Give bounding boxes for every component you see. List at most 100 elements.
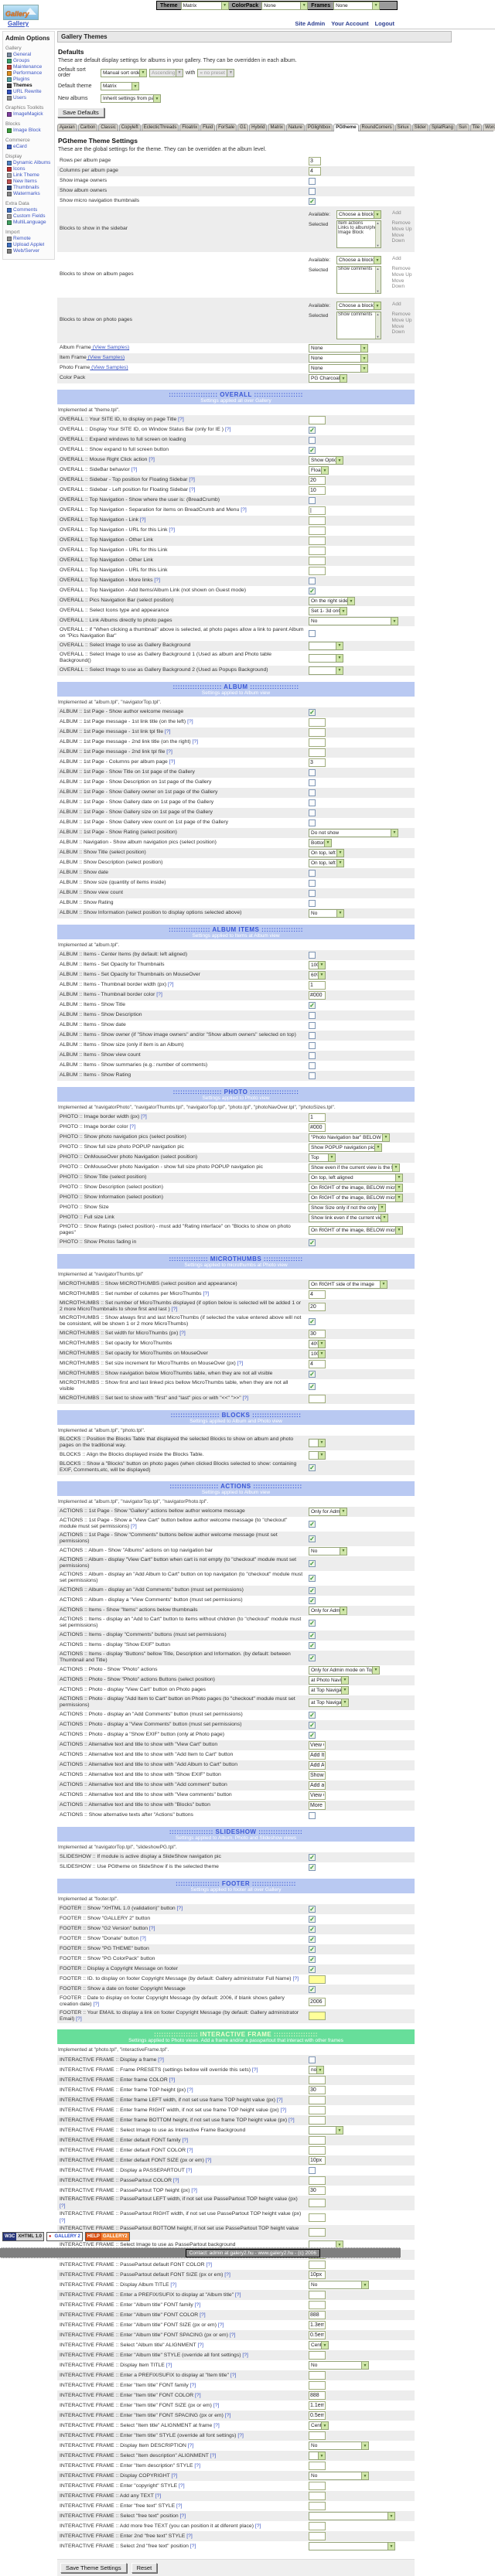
interactive-frame-enter-default-font-siz-input[interactable] (309, 2156, 326, 2165)
actions-1st-page-show-a-view-cart-button-checkbox[interactable]: ✓ (309, 1520, 316, 1528)
overall-top-navigation-add-items-album-l-checkbox[interactable]: ✓ (309, 588, 316, 595)
photo-show-photo-navigation-pics-select--select[interactable]: "Photo Navigation bar" BELOW the image▼ (309, 1133, 390, 1142)
overall-sidebar-top-position-for-floatin-input[interactable] (309, 476, 326, 485)
help-link[interactable]: [?] (138, 1935, 146, 1941)
help-link[interactable]: [?] (235, 1361, 244, 1367)
album-1st-page-message-1st-link-tpl-file-input[interactable] (309, 727, 326, 737)
photo-show-photos-fading-in-checkbox[interactable]: ✓ (309, 1239, 316, 1246)
actions-items-display-buttons-bellow-tit-checkbox[interactable]: ✓ (309, 1654, 316, 1661)
tab-eclecticthreads[interactable]: EclecticThreads (141, 124, 179, 131)
overall-select-image-to-use-as-gallery-b-select[interactable]: ▼ (309, 666, 343, 675)
footer-show-pg-theme-button-checkbox[interactable]: ✓ (309, 1945, 316, 1953)
interactive-frame-select-free-text-posit-select[interactable]: ▼ (309, 2512, 395, 2521)
tab-hybrid[interactable]: Hybrid (249, 124, 268, 131)
photo-show-description-select-position-select[interactable]: On RIGHT of the image, BELOW microthumbs… (309, 1183, 403, 1192)
footer-show-g2-version-button-checkbox[interactable]: ✓ (309, 1925, 316, 1933)
sidebar-item-label[interactable]: Custom Fields (13, 213, 46, 219)
help-link[interactable]: [?] (152, 578, 160, 584)
overall-top-navigation-more-links-checkbox[interactable] (309, 578, 316, 584)
album-show-date-checkbox[interactable] (309, 869, 316, 877)
actions-items-display-show-exif-button-checkbox[interactable]: ✓ (309, 1641, 316, 1649)
album-items-show-rating-checkbox[interactable] (309, 1072, 316, 1079)
sidebar-item-label[interactable]: Performance (13, 70, 43, 76)
help-link[interactable]: [?] (177, 2482, 185, 2489)
album-items-show-owner-if-show-image-own-checkbox[interactable] (309, 1031, 316, 1039)
help-link[interactable]: [?] (186, 2087, 193, 2093)
sidebar-item-web-server[interactable]: Web/Server (5, 248, 53, 254)
your-account-link[interactable]: Your Account (331, 20, 369, 27)
album-items-thumbnail-border-color-input[interactable] (309, 990, 326, 1000)
help-link[interactable]: [?] (169, 1307, 178, 1313)
actions-photo-show-photo-actions-buttons-select[interactable]: at Photo Navigation bar▼ (309, 1675, 349, 1685)
photo-frame-select[interactable]: None ▼ (309, 364, 368, 373)
new-albums-select[interactable]: Inherit settings from parent album ▼ (101, 94, 161, 103)
help-link[interactable]: [?] (223, 2271, 230, 2278)
footer-show-gallery-2-button-checkbox[interactable]: ✓ (309, 1915, 316, 1923)
microthumbs-show-first-and-last-linked-p-checkbox[interactable]: ✓ (309, 1382, 316, 1390)
album-items-show-description-checkbox[interactable] (309, 1011, 316, 1019)
overall-select-icons-type-and-appearance-select[interactable]: Set 1- 3d onOver icons▼ (309, 607, 347, 615)
album-items-set-opacity-for-thumbnails-select[interactable]: 100%▼ (309, 960, 326, 969)
album-items-show-summaries-e-g-number-of-checkbox[interactable] (309, 1061, 316, 1069)
rows-per-album-page-input[interactable] (309, 157, 321, 165)
sidebar-item-image-block[interactable]: Image Block (5, 128, 53, 134)
interactive-frame-enter-frame-color-input[interactable] (309, 2076, 326, 2085)
footer-your-email-to-display-a-link-on-f-input[interactable] (309, 2012, 326, 2021)
save-defaults-button[interactable]: Save Defaults (57, 107, 104, 118)
interactive-frame-display-item-descripti-select[interactable]: No ▼ (309, 2441, 369, 2451)
help-link[interactable]: [?] (60, 2203, 66, 2209)
help-gallery2-badge[interactable]: HELP GALLERY2 (84, 2232, 130, 2241)
sidebar-item-ecard[interactable]: eCard (5, 144, 53, 150)
photo-image-border-width-px-input[interactable] (309, 1113, 326, 1122)
help-link[interactable]: [?] (167, 759, 176, 765)
interactive-frame-passepartout-left-widt-input[interactable] (309, 2199, 326, 2208)
actions-alternative-text-and-title-to-sh-input[interactable] (309, 1760, 326, 1770)
album-show-information-select-position-t-select[interactable]: No ▼ (309, 908, 344, 918)
sidebar-item-multilanguage[interactable]: MultiLanguage (5, 220, 53, 226)
sidebar-item-general[interactable]: General (5, 52, 53, 58)
add-block-link[interactable]: Add (392, 210, 401, 216)
remove-link[interactable]: Remove (391, 312, 411, 317)
help-link[interactable]: [?] (204, 2261, 213, 2268)
theme-select[interactable]: Matrix ▼ (180, 1, 229, 10)
album-1st-page-columns-per-album-page-input[interactable] (309, 758, 326, 767)
sidebar-item-upload-applet[interactable]: Upload Applet (5, 242, 53, 248)
album-1st-page-show-rating-select-positi-select[interactable]: Do not show ▼ (309, 828, 398, 837)
tab-fluid[interactable]: Fluid (200, 124, 216, 131)
help-link[interactable]: [?] (74, 2015, 82, 2022)
sidebar-item-plugins[interactable]: Plugins (5, 77, 53, 83)
logout-link[interactable]: Logout (374, 20, 394, 27)
sidebar-item-link-theme[interactable]: Link Theme (5, 172, 53, 179)
actions-1st-page-show-comments-buttons-b-checkbox[interactable]: ✓ (309, 1535, 316, 1542)
blocks-align-the-blocks-displayed-inside-select[interactable]: ▼ (309, 1450, 326, 1460)
photo-show-information-select-position-select[interactable]: On RIGHT of the image, BELOW microthumbs… (309, 1193, 403, 1202)
view-samples-link[interactable]: (View Samples) (90, 365, 128, 371)
help-link[interactable]: [?] (175, 2503, 183, 2509)
help-link[interactable]: [?] (188, 2382, 196, 2388)
remove-link[interactable]: Remove (391, 220, 411, 226)
photo-show-ratings-select-position-must--select[interactable]: On RIGHT of the image, BELOW microthumbs… (309, 1225, 403, 1235)
help-link[interactable]: [?] (187, 487, 196, 493)
help-link[interactable]: [?] (129, 467, 138, 473)
photo-full-size-link-select[interactable]: Show link even if the current view is th… (309, 1213, 388, 1222)
tab-matrix[interactable]: Matrix (268, 124, 285, 131)
tab-forsale[interactable]: ForSale (216, 124, 237, 131)
tab-copyleft[interactable]: Copyleft (118, 124, 141, 131)
photo-onmouseover-photo-navigation-selec-select[interactable]: Top ▼ (309, 1153, 336, 1162)
photo-show-title-select-position-select[interactable]: On top, left aligned ▼ (309, 1173, 403, 1182)
interactive-frame-enter-album-title-font-input[interactable] (309, 2321, 326, 2330)
interactive-frame-select-2nd-free-text-p-select[interactable]: ▼ (309, 2542, 395, 2551)
help-link[interactable]: [?] (138, 517, 146, 523)
move-up-link[interactable]: Move Up (391, 272, 412, 278)
microthumbs-set-opacity-for-microthumbs--select[interactable]: 100%▼ (309, 1349, 326, 1358)
help-link[interactable]: [?] (167, 2077, 176, 2083)
interactive-frame-select-image-to-use-as-select[interactable]: ▼ (309, 2126, 343, 2135)
scroll-down-icon[interactable]: ▼ (376, 289, 380, 293)
interactive-frame-display-album-title-select[interactable]: No ▼ (309, 2281, 369, 2290)
breadcrumb-gallery-link[interactable]: Gallery (8, 20, 29, 27)
overall-mouse-right-click-action-select[interactable]: Show Options▼ (309, 456, 343, 465)
tab-splatrang[interactable]: SplatRang (428, 124, 456, 131)
interactive-frame-passepartout-color-input[interactable] (309, 2176, 326, 2186)
album-navigation-show-album-navigation-p-select[interactable]: Bottom▼ (309, 838, 332, 847)
